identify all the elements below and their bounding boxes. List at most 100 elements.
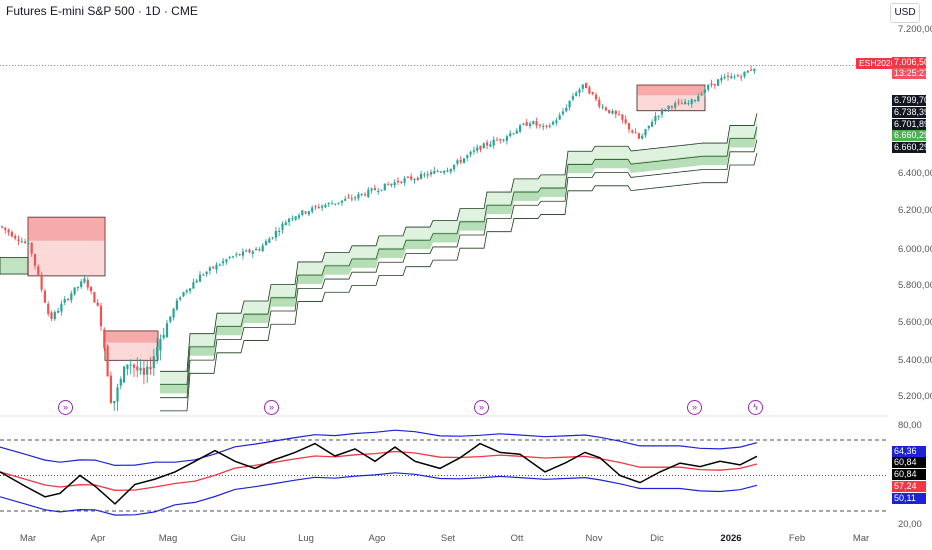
- candle-body: [420, 173, 423, 179]
- candle-body: [740, 76, 743, 78]
- candle-body: [340, 200, 343, 203]
- candle-body: [357, 194, 360, 199]
- forward-icon[interactable]: »: [58, 400, 73, 415]
- candle-body: [647, 125, 650, 129]
- candle-body: [179, 297, 182, 300]
- candle-body: [198, 274, 202, 282]
- candle-body: [657, 115, 660, 117]
- osc-main-line: [0, 442, 758, 505]
- time-label: Ott: [510, 533, 524, 544]
- candle-body: [654, 115, 657, 122]
- candle-body: [185, 290, 188, 293]
- candle-body: [373, 188, 376, 191]
- candle-body: [585, 82, 588, 89]
- lightning-icon[interactable]: ϟ: [748, 400, 763, 415]
- candle-body: [634, 132, 637, 134]
- candle-body: [548, 125, 551, 128]
- green-band-inner: [160, 125, 757, 394]
- osc-signal-line: [0, 450, 758, 491]
- candle-body: [43, 290, 46, 303]
- candle-body: [172, 308, 175, 318]
- candle-body: [687, 103, 690, 105]
- forward-icon[interactable]: »: [474, 400, 489, 415]
- candle-body: [261, 245, 264, 252]
- time-label: Lug: [298, 533, 314, 544]
- price-tick: 5.600,00: [898, 317, 932, 328]
- candle-body: [169, 316, 172, 322]
- candle-body: [307, 211, 310, 215]
- candle-body: [208, 267, 211, 271]
- osc-mid-tag: 57,24: [892, 481, 926, 492]
- candle-body: [746, 70, 749, 73]
- candle-body: [693, 99, 697, 101]
- candle-body: [189, 288, 192, 292]
- candle-body: [136, 366, 139, 371]
- candle-body: [205, 271, 208, 275]
- candle-body: [717, 79, 720, 86]
- candle-body: [241, 251, 244, 256]
- candle-body: [466, 155, 469, 158]
- candle-body: [24, 241, 27, 243]
- candle-body: [0, 226, 4, 228]
- candle-body: [723, 76, 726, 79]
- candle-body: [347, 197, 350, 199]
- candle-body: [406, 176, 409, 178]
- green-ribbon: [0, 113, 758, 412]
- candle-body: [611, 110, 614, 114]
- candle-body: [522, 123, 525, 125]
- candle-body: [489, 144, 492, 147]
- candle-body: [555, 120, 558, 123]
- candle-body: [50, 312, 53, 319]
- candle-body: [195, 280, 198, 283]
- candle-body: [677, 102, 680, 104]
- trail-tag-dark: 6.660,29: [892, 142, 930, 153]
- candle-body: [667, 105, 670, 109]
- candle-body: [156, 346, 159, 357]
- osc-lower-band: [0, 472, 758, 516]
- candle-body: [132, 364, 136, 368]
- candle-body: [264, 241, 268, 246]
- osc-upper-tag: 64,36: [892, 446, 926, 457]
- candle-body: [215, 264, 218, 270]
- candle-body: [248, 249, 251, 253]
- candle-body: [459, 159, 462, 163]
- candle-body: [258, 249, 261, 251]
- candle-body: [581, 84, 584, 89]
- candle-body: [476, 147, 479, 151]
- forward-icon[interactable]: »: [264, 400, 279, 415]
- currency-button[interactable]: USD: [890, 3, 920, 23]
- candle-body: [350, 198, 353, 200]
- price-tick: 6.000,00: [898, 244, 932, 255]
- candle-body: [700, 94, 703, 96]
- candle-body: [565, 107, 568, 112]
- lower-band-tag: 6.701,89: [892, 119, 930, 130]
- price-tick: 5.400,00: [898, 355, 932, 366]
- candle-body: [225, 259, 228, 262]
- candle-body: [231, 256, 235, 258]
- candle-body: [690, 99, 693, 105]
- candle-body: [73, 287, 76, 295]
- osc-value-tag: 60,84: [892, 457, 926, 468]
- candle-body: [146, 366, 149, 375]
- time-label: Set: [440, 533, 456, 544]
- candle-body: [614, 110, 617, 115]
- candle-body: [294, 216, 297, 220]
- candle-body: [730, 76, 733, 79]
- candle-body: [680, 103, 683, 105]
- candle-body: [664, 109, 667, 111]
- candle-body: [222, 261, 225, 264]
- chart-title: Futures E-mini S&P 500 · 1D · CME: [6, 4, 198, 18]
- time-label: Dic: [650, 533, 664, 544]
- candle-body: [469, 151, 472, 155]
- candle-body: [703, 89, 706, 93]
- candle-body: [750, 69, 753, 71]
- forward-icon[interactable]: »: [687, 400, 702, 415]
- osc-signal-tag: 60,84: [892, 469, 926, 480]
- candle-body: [63, 299, 66, 303]
- candle-body: [753, 68, 756, 72]
- candle-body: [354, 197, 357, 199]
- candle-body: [106, 345, 109, 377]
- time-label: Apr: [90, 533, 106, 544]
- candle-body: [162, 334, 165, 338]
